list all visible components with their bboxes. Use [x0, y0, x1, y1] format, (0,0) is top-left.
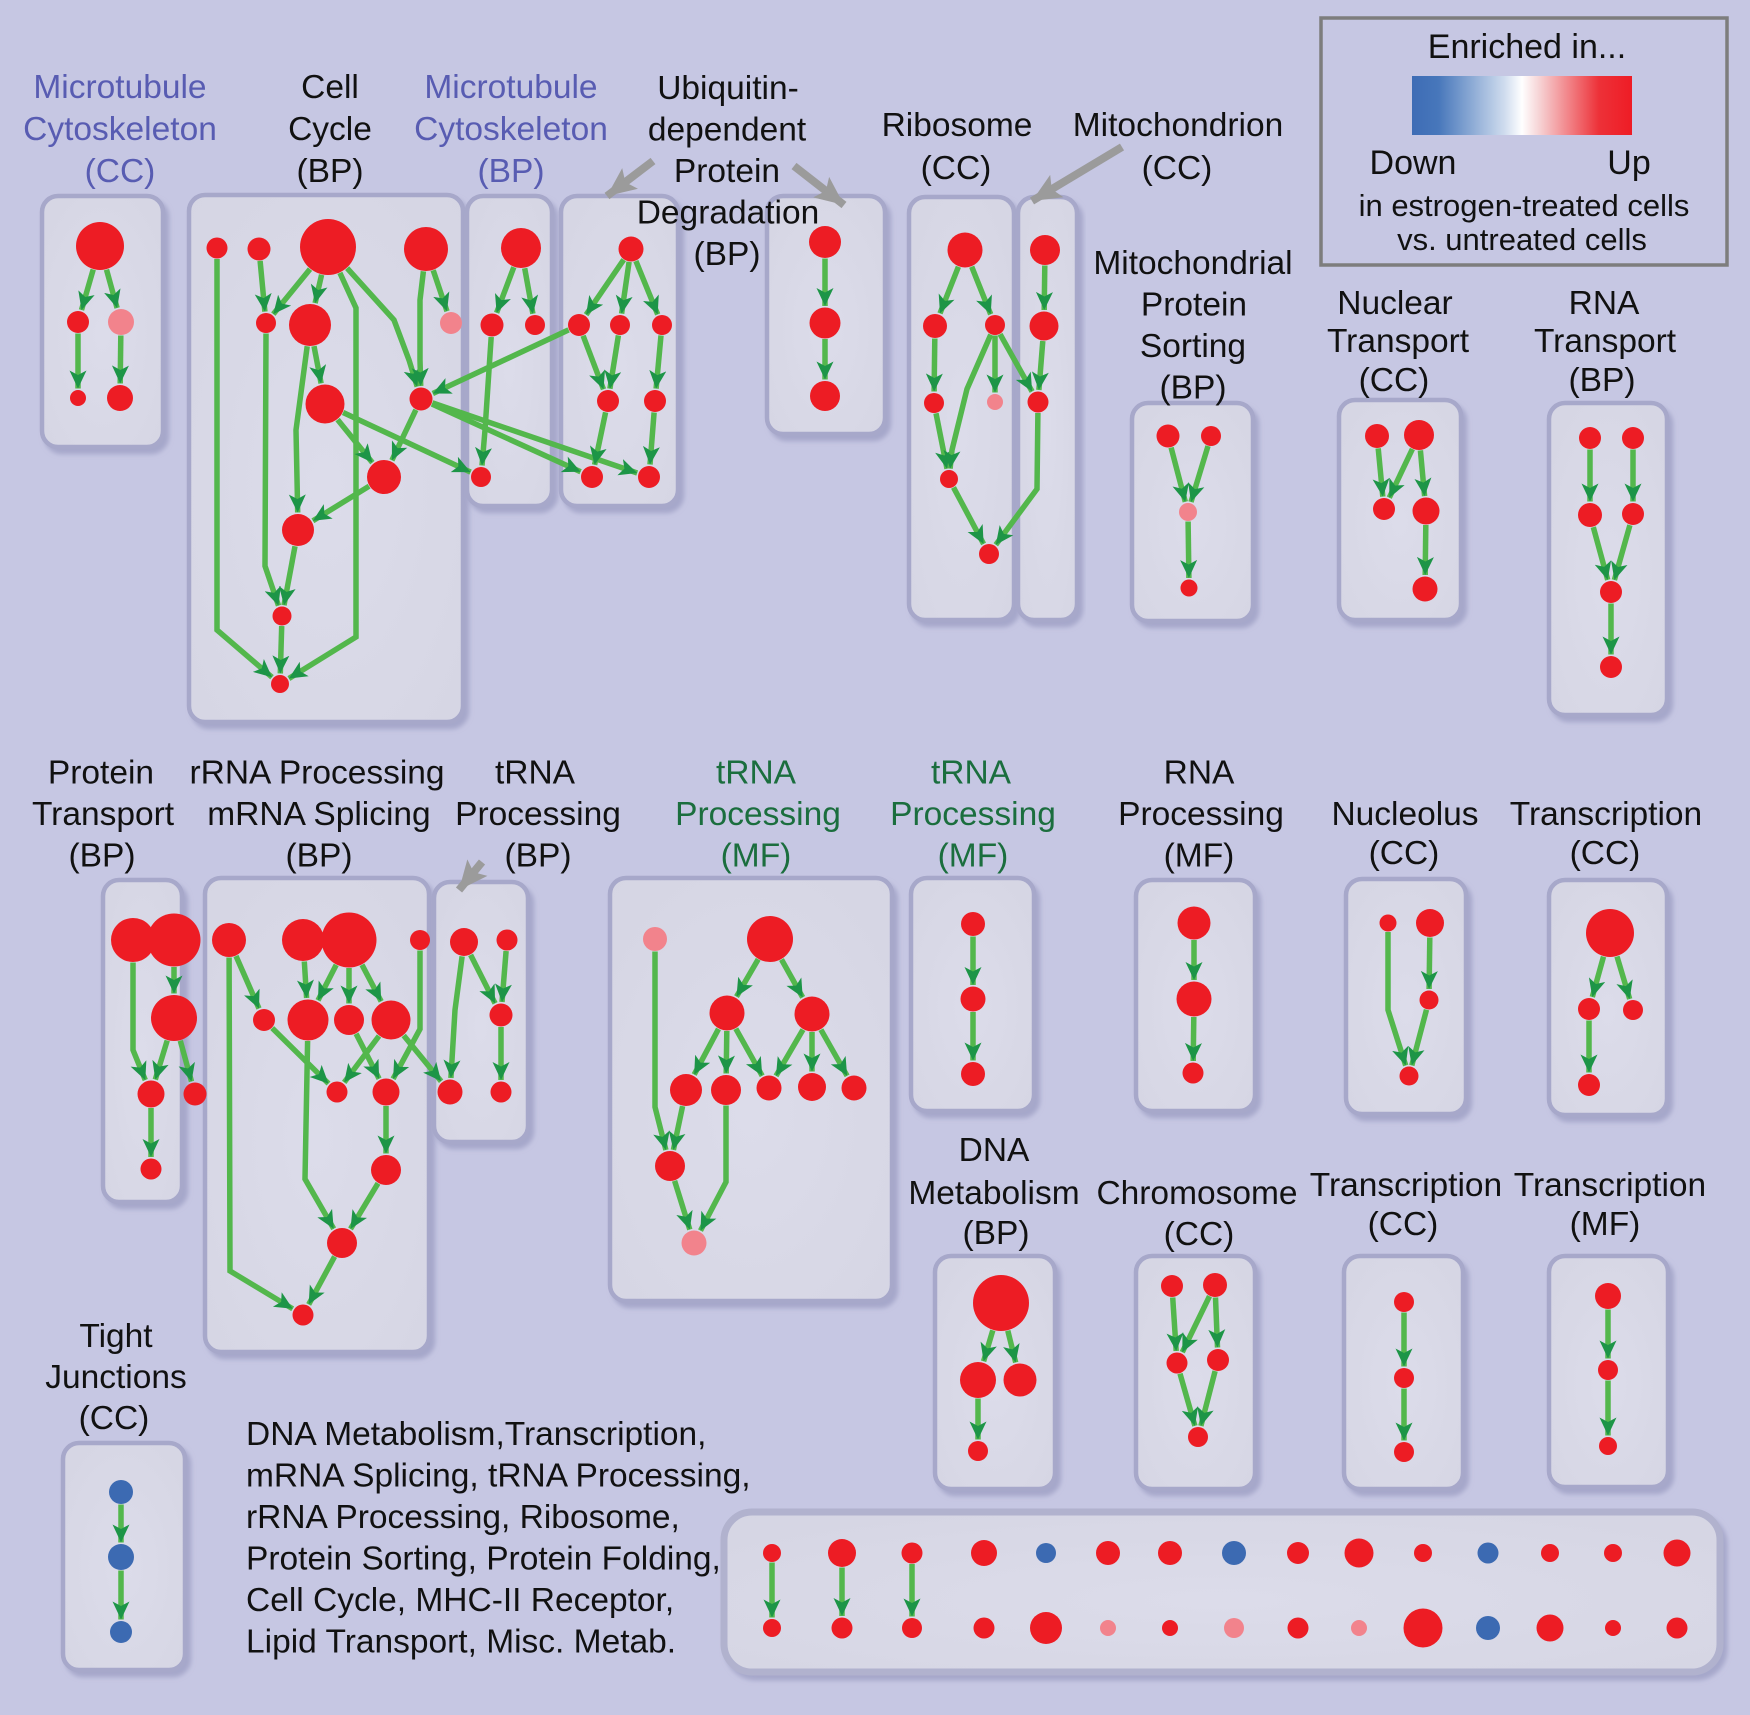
- svg-text:DNA: DNA: [959, 1132, 1030, 1169]
- svg-text:Chromosome: Chromosome: [1096, 1175, 1297, 1212]
- svg-text:mRNA Splicing, tRNA Processing: mRNA Splicing, tRNA Processing,: [246, 1458, 751, 1495]
- svg-text:Tight: Tight: [79, 1318, 153, 1355]
- svg-text:Cytoskeleton: Cytoskeleton: [414, 111, 608, 148]
- svg-text:(CC): (CC): [1164, 1216, 1235, 1253]
- svg-text:tRNA: tRNA: [495, 755, 576, 792]
- svg-text:Enriched in...: Enriched in...: [1428, 28, 1626, 66]
- svg-text:(BP): (BP): [478, 153, 545, 190]
- svg-text:mRNA Splicing: mRNA Splicing: [207, 796, 430, 833]
- svg-text:(CC): (CC): [1142, 150, 1213, 187]
- svg-text:(MF): (MF): [721, 838, 792, 875]
- svg-text:Transcription: Transcription: [1310, 1167, 1502, 1204]
- svg-text:(BP): (BP): [694, 236, 761, 273]
- svg-text:DNA Metabolism,Transcription,: DNA Metabolism,Transcription,: [246, 1416, 706, 1453]
- svg-text:Nuclear: Nuclear: [1337, 285, 1452, 322]
- svg-text:Microtubule: Microtubule: [424, 69, 597, 106]
- svg-text:tRNA: tRNA: [716, 755, 797, 792]
- svg-text:Transport: Transport: [32, 796, 175, 833]
- svg-text:(BP): (BP): [297, 153, 364, 190]
- svg-text:Protein: Protein: [674, 153, 780, 190]
- svg-text:RNA: RNA: [1164, 755, 1235, 792]
- svg-text:Cell: Cell: [301, 69, 359, 106]
- svg-text:in estrogen-treated cells: in estrogen-treated cells: [1359, 188, 1690, 223]
- svg-text:(MF): (MF): [1164, 838, 1235, 875]
- svg-text:(BP): (BP): [1569, 362, 1636, 399]
- svg-text:Cell Cycle, MHC-II Receptor,: Cell Cycle, MHC-II Receptor,: [246, 1582, 674, 1619]
- svg-text:Cycle: Cycle: [288, 111, 372, 148]
- svg-text:Processing: Processing: [1118, 796, 1284, 833]
- svg-text:Cytoskeleton: Cytoskeleton: [23, 111, 217, 148]
- svg-text:RNA: RNA: [1569, 285, 1640, 322]
- svg-text:Processing: Processing: [675, 796, 841, 833]
- svg-text:Transport: Transport: [1327, 323, 1470, 360]
- svg-text:(BP): (BP): [69, 838, 136, 875]
- svg-text:Junctions: Junctions: [45, 1359, 187, 1396]
- svg-text:Transport: Transport: [1534, 323, 1677, 360]
- svg-text:(CC): (CC): [79, 1400, 150, 1437]
- svg-text:(MF): (MF): [938, 838, 1009, 875]
- svg-text:rRNA Processing, Ribosome,: rRNA Processing, Ribosome,: [246, 1499, 680, 1536]
- svg-text:Lipid Transport, Misc. Metab.: Lipid Transport, Misc. Metab.: [246, 1624, 676, 1661]
- svg-text:(CC): (CC): [1359, 362, 1430, 399]
- svg-text:Ribosome: Ribosome: [882, 107, 1033, 144]
- svg-text:(BP): (BP): [963, 1215, 1030, 1252]
- svg-text:(CC): (CC): [1570, 835, 1641, 872]
- svg-text:Microtubule: Microtubule: [33, 69, 206, 106]
- svg-text:Ubiquitin-: Ubiquitin-: [657, 70, 799, 107]
- svg-text:(BP): (BP): [1160, 370, 1227, 407]
- svg-text:Up: Up: [1607, 144, 1650, 182]
- svg-text:(CC): (CC): [85, 153, 156, 190]
- svg-text:Protein: Protein: [48, 755, 154, 792]
- svg-text:(MF): (MF): [1570, 1206, 1641, 1243]
- svg-text:Processing: Processing: [455, 796, 621, 833]
- svg-text:Metabolism: Metabolism: [908, 1175, 1079, 1212]
- svg-text:Mitochondrial: Mitochondrial: [1093, 245, 1292, 282]
- svg-text:Degradation: Degradation: [637, 195, 820, 232]
- svg-text:Sorting: Sorting: [1140, 328, 1246, 365]
- svg-text:rRNA Processing: rRNA Processing: [189, 755, 444, 792]
- svg-text:Transcription: Transcription: [1514, 1167, 1706, 1204]
- svg-text:tRNA: tRNA: [931, 755, 1012, 792]
- svg-text:(CC): (CC): [1369, 835, 1440, 872]
- svg-text:(CC): (CC): [921, 150, 992, 187]
- svg-text:Down: Down: [1370, 144, 1457, 182]
- svg-text:Processing: Processing: [890, 796, 1056, 833]
- svg-text:dependent: dependent: [648, 112, 807, 149]
- svg-text:(BP): (BP): [505, 838, 572, 875]
- svg-text:Mitochondrion: Mitochondrion: [1073, 107, 1283, 144]
- svg-text:Transcription: Transcription: [1510, 796, 1702, 833]
- svg-text:Protein: Protein: [1141, 287, 1247, 324]
- svg-text:(BP): (BP): [286, 838, 353, 875]
- svg-text:(CC): (CC): [1368, 1206, 1439, 1243]
- svg-text:Nucleolus: Nucleolus: [1331, 796, 1478, 833]
- svg-text:Protein Sorting, Protein Foldi: Protein Sorting, Protein Folding,: [246, 1541, 721, 1578]
- svg-text:vs. untreated cells: vs. untreated cells: [1397, 222, 1647, 257]
